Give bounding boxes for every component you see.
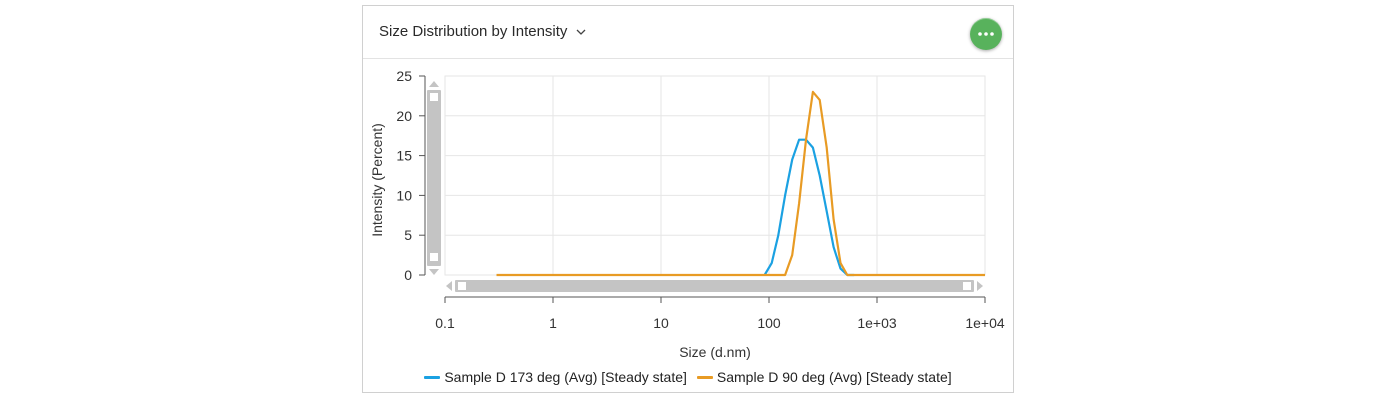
y-tick-label: 0 <box>404 267 412 283</box>
chevron-down-icon <box>576 29 586 35</box>
scroll-left-arrow-icon[interactable] <box>446 281 452 291</box>
vertical-scrollbar[interactable] <box>427 81 441 275</box>
scroll-right-arrow-icon[interactable] <box>977 281 983 291</box>
chart-type-dropdown[interactable]: Size Distribution by Intensity <box>379 23 587 40</box>
panel-header: Size Distribution by Intensity <box>363 6 1013 59</box>
y-axis: 0 5 10 15 20 25 <box>396 68 426 283</box>
series-lines <box>496 90 985 277</box>
legend-label-series-2: Sample D 90 deg (Avg) [Steady state] <box>716 369 952 385</box>
legend-swatch-series-1 <box>424 375 441 379</box>
grid-lines <box>444 75 986 276</box>
series-line-2 <box>496 90 985 277</box>
legend: Sample D 173 deg (Avg) [Steady state] Sa… <box>363 369 1013 385</box>
scroll-down-arrow-icon[interactable] <box>429 269 439 275</box>
scroll-up-arrow-icon[interactable] <box>429 81 439 87</box>
size-distribution-chart: 0 5 10 15 20 25 0.1 1 10 100 1e+03 1e+04 Size (d.n… <box>369 68 1005 360</box>
x-tick-label: 1e+04 <box>965 315 1005 331</box>
x-tick-label: 0.1 <box>435 315 455 331</box>
horizontal-scroll-handle-left[interactable] <box>458 282 466 290</box>
x-tick-label: 100 <box>757 315 781 331</box>
legend-item-series-1[interactable]: Sample D 173 deg (Avg) [Steady state] <box>424 369 687 385</box>
y-tick-label: 10 <box>396 187 412 203</box>
ellipsis-icon <box>978 32 994 36</box>
vertical-scroll-handle-bottom[interactable] <box>430 253 438 261</box>
horizontal-scroll-thumb[interactable] <box>455 280 974 292</box>
y-tick-label: 20 <box>396 108 412 124</box>
more-options-button[interactable] <box>970 18 1002 50</box>
x-tick-label: 1 <box>549 315 557 331</box>
chart-title: Size Distribution by Intensity <box>379 23 568 40</box>
y-tick-label: 5 <box>404 227 412 243</box>
plot-area <box>444 75 986 276</box>
series-line-1 <box>763 138 855 277</box>
horizontal-scrollbar[interactable] <box>446 280 983 292</box>
chart-panel: Size Distribution by Intensity 0 5 10 15 20 2… <box>362 5 1014 393</box>
vertical-scroll-handle-top[interactable] <box>430 93 438 101</box>
y-tick-label: 25 <box>396 68 412 84</box>
legend-label-series-1: Sample D 173 deg (Avg) [Steady state] <box>444 369 687 385</box>
y-tick-label: 15 <box>396 148 412 164</box>
legend-swatch-series-2 <box>696 375 713 379</box>
horizontal-scroll-handle-right[interactable] <box>963 282 971 290</box>
x-axis-label: Size (d.nm) <box>679 344 751 360</box>
vertical-scroll-thumb[interactable] <box>427 90 441 266</box>
x-axis: 0.1 1 10 100 1e+03 1e+04 <box>435 296 1005 331</box>
x-tick-label: 1e+03 <box>857 315 897 331</box>
x-tick-label: 10 <box>653 315 669 331</box>
y-axis-label: Intensity (Percent) <box>369 123 385 237</box>
legend-item-series-2[interactable]: Sample D 90 deg (Avg) [Steady state] <box>696 369 952 385</box>
